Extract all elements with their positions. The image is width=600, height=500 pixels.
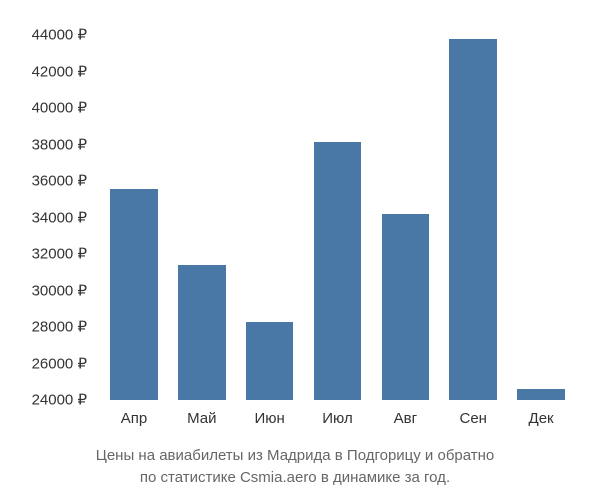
bar (449, 39, 497, 400)
bar (178, 265, 226, 400)
x-tick-label: Июн (236, 410, 304, 427)
y-tick-label: 24000 ₽ (32, 393, 87, 408)
y-tick-label: 32000 ₽ (32, 247, 87, 262)
bar-slot (439, 20, 507, 400)
price-bar-chart: 44000 ₽ 42000 ₽ 40000 ₽ 38000 ₽ 36000 ₽ 34000… (0, 0, 600, 500)
y-tick-label: 36000 ₽ (32, 174, 87, 189)
x-tick-label: Сен (439, 410, 507, 427)
chart-caption: Цены на авиабилеты из Мадрида в Подгориц… (10, 445, 580, 489)
x-tick-label: Дек (507, 410, 575, 427)
caption-line-2: по статистике Csmia.aero в динамике за г… (140, 469, 450, 486)
y-tick-label: 34000 ₽ (32, 210, 87, 225)
bars-area (95, 20, 580, 400)
y-axis: 44000 ₽ 42000 ₽ 40000 ₽ 38000 ₽ 36000 ₽ 34000… (10, 20, 95, 400)
bar (382, 214, 430, 400)
bar-slot (371, 20, 439, 400)
y-tick-label: 42000 ₽ (32, 64, 87, 79)
y-tick-label: 40000 ₽ (32, 101, 87, 116)
y-tick-label: 44000 ₽ (32, 28, 87, 43)
x-tick-label: Июл (304, 410, 372, 427)
bar (314, 142, 362, 400)
y-tick-label: 30000 ₽ (32, 283, 87, 298)
x-tick-label: Авг (371, 410, 439, 427)
bar (110, 189, 158, 400)
bar (517, 389, 565, 400)
bar (246, 322, 294, 400)
bar-slot (236, 20, 304, 400)
x-tick-label: Май (168, 410, 236, 427)
bar-slot (507, 20, 575, 400)
bar-slot (100, 20, 168, 400)
plot-area: 44000 ₽ 42000 ₽ 40000 ₽ 38000 ₽ 36000 ₽ 34000… (10, 20, 580, 400)
x-tick-label: Апр (100, 410, 168, 427)
y-tick-label: 26000 ₽ (32, 356, 87, 371)
y-tick-label: 28000 ₽ (32, 320, 87, 335)
bar-slot (168, 20, 236, 400)
caption-line-1: Цены на авиабилеты из Мадрида в Подгориц… (96, 447, 495, 464)
bar-slot (304, 20, 372, 400)
x-axis: АпрМайИюнИюлАвгСенДек (95, 410, 580, 427)
y-tick-label: 38000 ₽ (32, 137, 87, 152)
